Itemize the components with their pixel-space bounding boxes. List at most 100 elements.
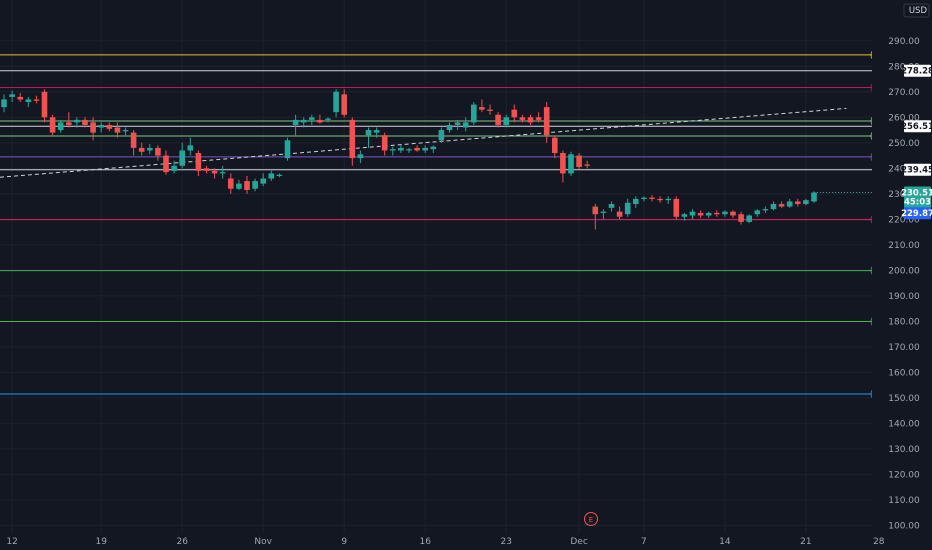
candle-body [446, 124, 453, 131]
price-tag[interactable] [904, 207, 931, 220]
level-price-tag[interactable] [904, 64, 931, 77]
candle-body [552, 137, 558, 154]
candle-body [284, 140, 291, 159]
candle-body [130, 132, 137, 148]
candle-body [300, 119, 307, 123]
candle-body [211, 170, 218, 174]
candle-body [163, 155, 169, 173]
y-tick-label: 250.00 [888, 139, 920, 149]
candle-body [811, 192, 817, 202]
candle-body [649, 197, 655, 199]
earnings-icon[interactable] [584, 512, 598, 526]
level-price-tag[interactable] [904, 120, 931, 133]
candle-body [600, 211, 607, 213]
candle-body [471, 104, 477, 123]
candle-body [786, 201, 793, 207]
candle-body [147, 147, 153, 151]
candle-body [657, 198, 663, 201]
candle-body [495, 114, 501, 125]
candle-body [309, 117, 315, 120]
candle-body [341, 94, 347, 115]
candle-body [66, 122, 72, 125]
y-tick-label: 120.00 [888, 470, 920, 480]
candle-body [365, 130, 372, 136]
candle-body [244, 181, 250, 190]
candle-body [406, 149, 412, 151]
candle-body [292, 119, 299, 125]
price-tag-label: 229.87 [901, 209, 932, 219]
y-tick-label: 150.00 [888, 394, 920, 404]
candle-body [746, 215, 752, 222]
candle-body [754, 210, 761, 215]
time-axis[interactable]: 12 19 26 Nov 9 16 23 Dec 7 14 21 28 [0, 533, 932, 550]
candle-body [49, 117, 56, 133]
candle-body [9, 94, 15, 97]
candle-body [268, 173, 275, 179]
x-tick-label: 14 [719, 537, 731, 547]
candle-body [584, 164, 590, 166]
x-tick-label: 23 [500, 537, 511, 547]
candle-body [770, 204, 777, 210]
candle-body [252, 181, 258, 189]
x-tick-label: Dec [570, 537, 587, 547]
candle-body [576, 155, 582, 168]
x-tick-label: 16 [419, 537, 431, 547]
candle-body [414, 147, 420, 151]
level-price-tag-label: 278.28 [901, 67, 932, 77]
trendline[interactable] [0, 107, 847, 178]
price-tag[interactable] [904, 195, 931, 208]
currency-menu-icon[interactable] [903, 3, 930, 18]
price-axis[interactable]: USD 100.00 110.00 120.00 130.00 140.00 150.00… [872, 0, 932, 550]
candle-body [106, 124, 113, 129]
candle-body [325, 118, 331, 120]
candle-body [608, 204, 615, 208]
candle-body [560, 153, 566, 174]
currency-label[interactable]: USD [909, 6, 928, 16]
price-tag[interactable] [904, 186, 931, 199]
candle-body [722, 211, 728, 215]
x-tick-label: 26 [176, 537, 188, 547]
candle-body [795, 201, 801, 205]
candle-body [114, 127, 121, 133]
level-price-tag-label: 239.45 [901, 166, 932, 176]
y-tick-label: 270.00 [888, 88, 920, 98]
candle-body [33, 99, 40, 101]
candle-body [778, 204, 785, 207]
candle-body [422, 147, 428, 151]
candle-body [697, 212, 704, 216]
y-tick-label: 290.00 [888, 37, 920, 47]
candle-body [74, 119, 80, 123]
y-tick-label: 180.00 [888, 317, 920, 327]
candle-body [25, 99, 32, 103]
candle-body [803, 200, 809, 205]
x-tick-label: 19 [95, 537, 107, 547]
x-tick-label: Nov [254, 537, 272, 547]
candle-body [90, 122, 96, 133]
y-tick-label: 100.00 [888, 521, 920, 531]
earnings-label: E [589, 516, 593, 524]
candle-body [171, 165, 177, 171]
earnings-marker[interactable]: E [584, 512, 598, 526]
y-tick-label: 140.00 [888, 419, 920, 429]
candle-body [568, 154, 574, 174]
candle-body [98, 124, 104, 128]
x-tick-label: 12 [6, 537, 17, 547]
candle-body [333, 91, 339, 113]
level-price-tag-label: 256.51 [901, 122, 932, 132]
candle-body [203, 168, 210, 171]
candle-body [479, 107, 485, 110]
time-axis-bg [0, 533, 932, 550]
y-tick-label: 190.00 [888, 292, 920, 302]
candle-body [681, 214, 688, 217]
candle-body [155, 147, 161, 156]
candle-body [641, 197, 647, 199]
level-price-tag[interactable] [904, 163, 931, 176]
trend-line[interactable] [0, 107, 847, 178]
candle-body [349, 119, 356, 159]
candle-body [17, 96, 23, 100]
candle-body [527, 117, 534, 123]
x-tick-label: 9 [341, 537, 347, 547]
